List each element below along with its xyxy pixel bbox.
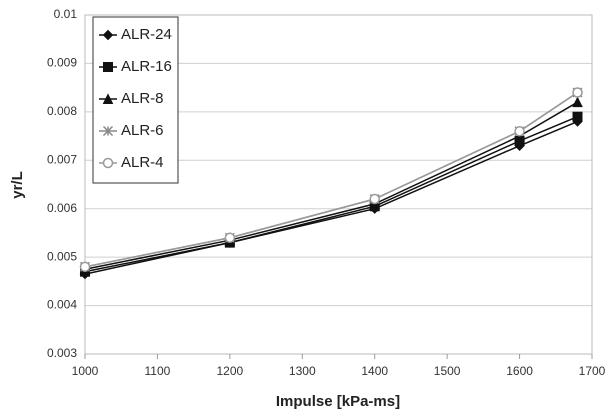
x-tick-label: 1500	[434, 364, 461, 378]
x-tick-label: 1000	[72, 364, 99, 378]
legend-label: ALR-16	[121, 58, 172, 75]
marker	[102, 157, 114, 169]
x-axis-title: Impulse [kPa-ms]	[276, 393, 400, 410]
marker	[514, 125, 525, 137]
x-tick-label: 1700	[579, 364, 606, 378]
legend-label: ALR-8	[121, 90, 164, 107]
marker	[79, 261, 91, 273]
marker	[102, 93, 114, 104]
x-tick-label: 1600	[506, 364, 533, 378]
x-tick-label: 1400	[361, 364, 388, 378]
marker	[224, 232, 236, 244]
x-tick-label: 1300	[289, 364, 316, 378]
x-tick-label: 1200	[217, 364, 244, 378]
y-tick-label: 0.004	[47, 298, 77, 312]
y-tick-label: 0.003	[47, 346, 77, 360]
marker	[572, 96, 583, 108]
x-tick-label: 1100	[145, 364, 171, 378]
y-tick-label: 0.005	[47, 249, 77, 263]
y-tick-label: 0.009	[47, 56, 77, 70]
y-tick-label: 0.007	[47, 152, 77, 166]
legend-label: ALR-24	[121, 26, 172, 43]
plot-border	[84, 14, 593, 355]
marker	[572, 111, 583, 122]
marker	[572, 87, 583, 98]
marker	[369, 193, 380, 205]
y-tick-label: 0.008	[47, 104, 77, 118]
legend-label: ALR-4	[121, 154, 164, 171]
marker	[102, 125, 114, 137]
y-tick-label: 0.006	[47, 201, 77, 215]
y-tick-label: 0.01	[54, 7, 78, 21]
marker	[103, 62, 113, 72]
y-axis-title: yr/L	[9, 171, 26, 199]
legend-label: ALR-6	[121, 122, 164, 139]
marker	[102, 29, 114, 41]
